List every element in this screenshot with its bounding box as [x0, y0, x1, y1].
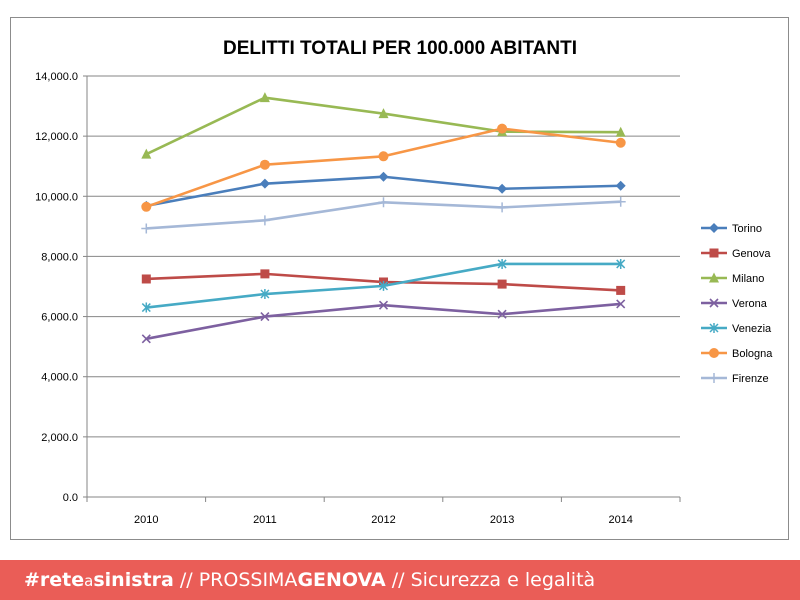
data-point-venezia	[616, 258, 626, 269]
x-tick-label: 2012	[371, 514, 395, 526]
data-point-verona	[497, 309, 507, 319]
data-point-firenze	[259, 215, 270, 226]
legend-label-firenze: Firenze	[732, 373, 769, 385]
legend-marker-verona	[709, 298, 719, 308]
footer-topic: Sicurezza e legalità	[410, 569, 596, 591]
x-tick-label: 2013	[490, 514, 514, 526]
data-point-milano	[615, 126, 626, 137]
legend-marker-firenze	[709, 373, 719, 383]
series-line-bologna	[145, 127, 621, 209]
data-point-bologna	[259, 159, 270, 170]
legend-item-bologna: Bologna	[701, 348, 773, 360]
legend-marker-bologna	[709, 348, 719, 358]
data-point-genova	[260, 269, 270, 279]
data-point-torino	[259, 178, 270, 189]
axis-layer: 0.0 2,000.0 4,000.0 6,000.0 8,000.0 10,000.0 1…	[35, 71, 681, 526]
legend-marker-torino	[709, 223, 719, 233]
line-chart: DELITTI TOTALI PER 100.000 ABITANTI 0.0 2…	[35, 38, 773, 526]
data-point-bologna	[497, 123, 508, 134]
data-point-venezia	[260, 289, 270, 300]
legend-marker-milano	[709, 272, 719, 283]
y-tick-label: 4,000.0	[41, 372, 78, 384]
legend: Torino Genova Milano Verona Venezia Bologna Fi…	[701, 223, 773, 385]
footer-prossima: PROSSIMA	[198, 569, 298, 591]
series-line-verona	[146, 302, 621, 341]
y-tick-label: 14,000.0	[35, 71, 78, 83]
legend-item-firenze: Firenze	[701, 373, 769, 385]
data-point-torino	[497, 183, 508, 194]
series-firenze	[141, 196, 626, 234]
series-layer	[141, 92, 626, 344]
data-point-bologna	[615, 137, 626, 148]
data-point-venezia	[497, 258, 507, 269]
data-point-milano	[378, 108, 389, 119]
data-point-milano	[259, 92, 270, 103]
footer-genova: GENOVA	[297, 569, 386, 591]
legend-label-venezia: Venezia	[732, 323, 772, 335]
hashtag-suffix: sinistra	[93, 569, 174, 591]
x-tick-label: 2014	[608, 514, 632, 526]
series-line-milano	[145, 96, 621, 156]
data-point-genova	[616, 285, 626, 295]
legend-item-torino: Torino	[701, 223, 762, 235]
x-tick-label: 2011	[253, 514, 277, 526]
y-tick-label: 12,000.0	[35, 131, 78, 143]
legend-item-milano: Milano	[701, 272, 764, 285]
legend-label-torino: Torino	[732, 223, 762, 235]
data-point-venezia	[141, 302, 151, 313]
legend-item-verona: Verona	[701, 298, 768, 310]
footer-bar: #reteasinistra // PROSSIMA GENOVA // Sic…	[0, 560, 800, 600]
data-point-bologna	[141, 201, 152, 212]
footer-separator: //	[385, 569, 411, 591]
y-tick-label: 10,000.0	[35, 191, 78, 203]
y-tick-label: 2,000.0	[41, 432, 78, 444]
data-point-torino	[615, 180, 626, 191]
legend-item-venezia: Venezia	[701, 323, 772, 335]
footer-hashtag: #reteasinistra	[0, 569, 174, 591]
series-venezia	[141, 258, 626, 313]
data-point-bologna	[378, 151, 389, 162]
legend-label-verona: Verona	[732, 298, 768, 310]
data-point-genova	[497, 279, 507, 289]
legend-marker-venezia	[709, 323, 719, 333]
x-tick-label: 2010	[134, 514, 158, 526]
y-tick-label: 0.0	[63, 492, 78, 504]
data-point-venezia	[378, 280, 389, 291]
legend-item-genova: Genova	[701, 248, 771, 260]
chart-frame: DELITTI TOTALI PER 100.000 ABITANTI 0.0 2…	[10, 17, 789, 540]
legend-label-genova: Genova	[732, 248, 771, 260]
data-point-torino	[378, 171, 389, 182]
y-tick-label: 6,000.0	[41, 312, 78, 324]
series-milano	[141, 92, 626, 159]
legend-label-bologna: Bologna	[732, 348, 773, 360]
hashtag-prefix: #rete	[24, 569, 85, 591]
data-point-firenze	[497, 202, 508, 213]
data-point-firenze	[378, 197, 389, 208]
data-point-milano	[141, 148, 152, 159]
chart-title: DELITTI TOTALI PER 100.000 ABITANTI	[223, 38, 577, 59]
footer-separator: //	[173, 569, 199, 591]
legend-marker-genova	[709, 248, 719, 258]
data-point-verona	[260, 312, 270, 322]
legend-label-milano: Milano	[732, 273, 764, 285]
data-point-firenze	[141, 223, 152, 234]
data-point-verona	[616, 299, 626, 309]
data-point-verona	[141, 334, 151, 344]
series-bologna	[141, 123, 626, 212]
data-point-verona	[378, 300, 389, 310]
series-verona	[141, 299, 626, 344]
data-point-genova	[141, 274, 151, 284]
data-point-firenze	[615, 196, 626, 207]
grid-layer	[87, 75, 680, 438]
hashtag-a: a	[84, 572, 94, 590]
y-tick-label: 8,000.0	[41, 251, 78, 263]
